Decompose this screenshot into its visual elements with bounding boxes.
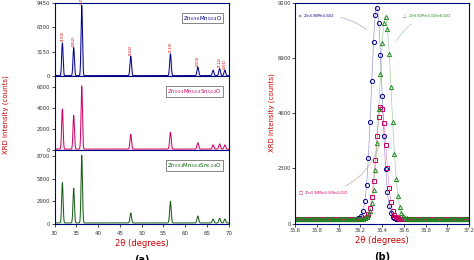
Text: (a): (a) [134, 255, 149, 260]
Text: o  Zn$_{0.96}$Mn$_{0.04}$O: o Zn$_{0.96}$Mn$_{0.04}$O [298, 12, 367, 30]
Text: XRD intensity (counts): XRD intensity (counts) [2, 75, 9, 154]
Text: (102): (102) [129, 44, 133, 55]
Text: Zn$_{0.96}$Mn$_{0.04}$O: Zn$_{0.96}$Mn$_{0.04}$O [183, 14, 222, 23]
Text: △  Zn$_{0.92}$Mn$_{0.04}$Sn$_{0.04}$O: △ Zn$_{0.92}$Mn$_{0.04}$Sn$_{0.04}$O [397, 12, 452, 41]
Text: Zn$_{0.92}$Mn$_{0.04}$Sn$_{0.04}$O: Zn$_{0.92}$Mn$_{0.04}$Sn$_{0.04}$O [167, 161, 222, 170]
Text: (002): (002) [72, 36, 76, 46]
Text: (110): (110) [168, 42, 173, 52]
Text: □  Zn$_{0.94}$Mn$_{0.04}$Sn$_{0.02}$O: □ Zn$_{0.94}$Mn$_{0.04}$Sn$_{0.02}$O [298, 142, 380, 197]
Text: (b): (b) [374, 252, 390, 260]
Text: (200): (200) [196, 55, 200, 66]
Text: (100): (100) [60, 31, 64, 41]
Text: Zn$_{0.94}$Mn$_{0.04}$Sn$_{0.02}$O: Zn$_{0.94}$Mn$_{0.04}$Sn$_{0.02}$O [167, 87, 222, 96]
X-axis label: 2θ (degrees): 2θ (degrees) [115, 239, 169, 248]
X-axis label: 2θ (degrees): 2θ (degrees) [355, 236, 409, 245]
Text: (112): (112) [218, 57, 222, 67]
Y-axis label: XRD intensity (counts): XRD intensity (counts) [268, 74, 274, 152]
Text: (201): (201) [223, 58, 227, 69]
Text: (101): (101) [80, 0, 84, 4]
